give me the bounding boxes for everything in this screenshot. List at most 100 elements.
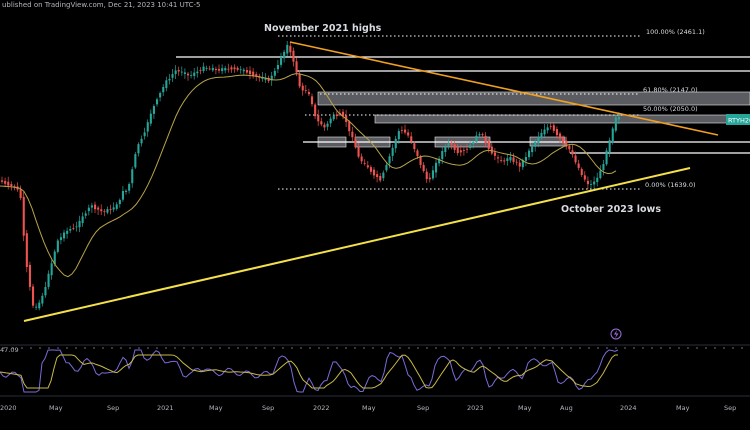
candle-71 [221, 64, 224, 75]
candle-167 [518, 159, 521, 172]
rsi-dot-292 [291, 347, 293, 349]
rsi-dot-382 [381, 347, 383, 349]
candle-23 [72, 223, 75, 231]
candle-30 [94, 201, 97, 214]
fib-label-618: 61.80% (2147.0) [643, 86, 698, 94]
rsi-dot-247 [246, 347, 248, 349]
rsi-dot-202 [201, 347, 203, 349]
candle-112 [348, 119, 351, 137]
rsi-dot-508 [507, 347, 509, 349]
candle-166 [515, 158, 518, 166]
candle-155 [481, 132, 484, 137]
rsi-line [0, 349, 619, 393]
candle-39 [121, 186, 124, 202]
candle-119 [369, 165, 372, 175]
candle-188 [583, 171, 586, 182]
rsi-dot-211 [210, 347, 212, 349]
candle-91 [283, 49, 286, 63]
candle-6 [19, 185, 22, 201]
fibonacci-levels [278, 35, 640, 190]
rsi-dot-319 [318, 347, 320, 349]
rsi-dot-238 [237, 347, 239, 349]
x-tick-13: May [676, 404, 690, 412]
fib-label-50: 50.00% (2050.0) [643, 105, 698, 113]
candle-172 [534, 139, 537, 152]
candle-99 [307, 88, 310, 97]
candle-14 [44, 281, 47, 298]
rsi-dot-742 [741, 347, 743, 349]
rsi-dot-112 [111, 347, 113, 349]
rsi-dot-661 [660, 347, 662, 349]
x-tick-9: 2023 [467, 404, 484, 412]
candle-93 [289, 42, 292, 57]
rsi-dot-121 [120, 347, 122, 349]
rsi-dot-355 [354, 347, 356, 349]
candle-153 [475, 131, 478, 144]
rsi-dot-697 [696, 347, 698, 349]
candle-148 [459, 144, 462, 157]
candle-20 [63, 229, 66, 242]
x-tick-10: May [518, 404, 532, 412]
candle-190 [590, 179, 593, 189]
candle-126 [391, 144, 394, 161]
consolidation-zones [317, 91, 750, 148]
annotation-november-2021-highs: November 2021 highs [264, 23, 382, 34]
x-tick-11: Aug [560, 404, 573, 412]
candle-81 [252, 67, 255, 79]
rsi-dot-598 [597, 347, 599, 349]
candle-92 [286, 40, 289, 57]
candle-105 [326, 121, 329, 131]
candle-122 [379, 173, 382, 183]
candle-98 [304, 84, 307, 94]
candle-32 [100, 204, 103, 216]
candle-65 [202, 62, 205, 74]
candle-16 [50, 260, 53, 280]
candle-38 [118, 198, 121, 208]
candle-183 [568, 143, 571, 154]
candle-66 [205, 65, 208, 71]
candle-124 [385, 162, 388, 173]
candle-187 [580, 167, 583, 177]
rsi-dot-499 [498, 347, 500, 349]
candle-59 [183, 68, 186, 79]
rsi-dot-400 [399, 347, 401, 349]
rsi-dot-418 [417, 347, 419, 349]
candle-34 [106, 206, 109, 215]
candle-121 [376, 170, 379, 183]
candle-89 [276, 59, 279, 74]
candle-133 [413, 141, 416, 153]
rsi-dot-679 [678, 347, 680, 349]
publisher-header: ublished on TradingView.com, Dec 21, 202… [2, 1, 201, 9]
rsi-dot-103 [102, 347, 104, 349]
x-tick-12: 2024 [620, 404, 637, 412]
rsi-dot-517 [516, 347, 518, 349]
rsi-dot-85 [84, 347, 86, 349]
candle-2 [7, 176, 10, 190]
candle-52 [162, 84, 165, 96]
candle-74 [230, 65, 233, 73]
candle-147 [456, 143, 459, 156]
candle-83 [258, 73, 261, 82]
moving-average-line [0, 73, 617, 278]
candle-179 [555, 126, 558, 139]
candle-5 [16, 182, 19, 192]
candle-110 [342, 109, 345, 120]
candle-80 [249, 66, 252, 80]
fib-labels: 100.00% (2461.1) 61.80% (2147.0) 50.00% … [643, 28, 705, 189]
candle-95 [295, 57, 298, 77]
rsi-dot-346 [345, 347, 347, 349]
lightning-icon [610, 328, 622, 340]
candle-8 [25, 229, 28, 273]
candle-27 [84, 210, 87, 219]
rsi-dot-283 [282, 347, 284, 349]
candle-131 [407, 129, 410, 138]
x-tick-14: Sep [724, 404, 736, 412]
rsi-dot-157 [156, 347, 158, 349]
candle-132 [410, 132, 413, 145]
candle-90 [280, 52, 283, 68]
rsi-dot-490 [489, 347, 491, 349]
candle-163 [506, 154, 509, 166]
candle-49 [152, 104, 155, 119]
rsi-panel-dots [3, 347, 743, 349]
